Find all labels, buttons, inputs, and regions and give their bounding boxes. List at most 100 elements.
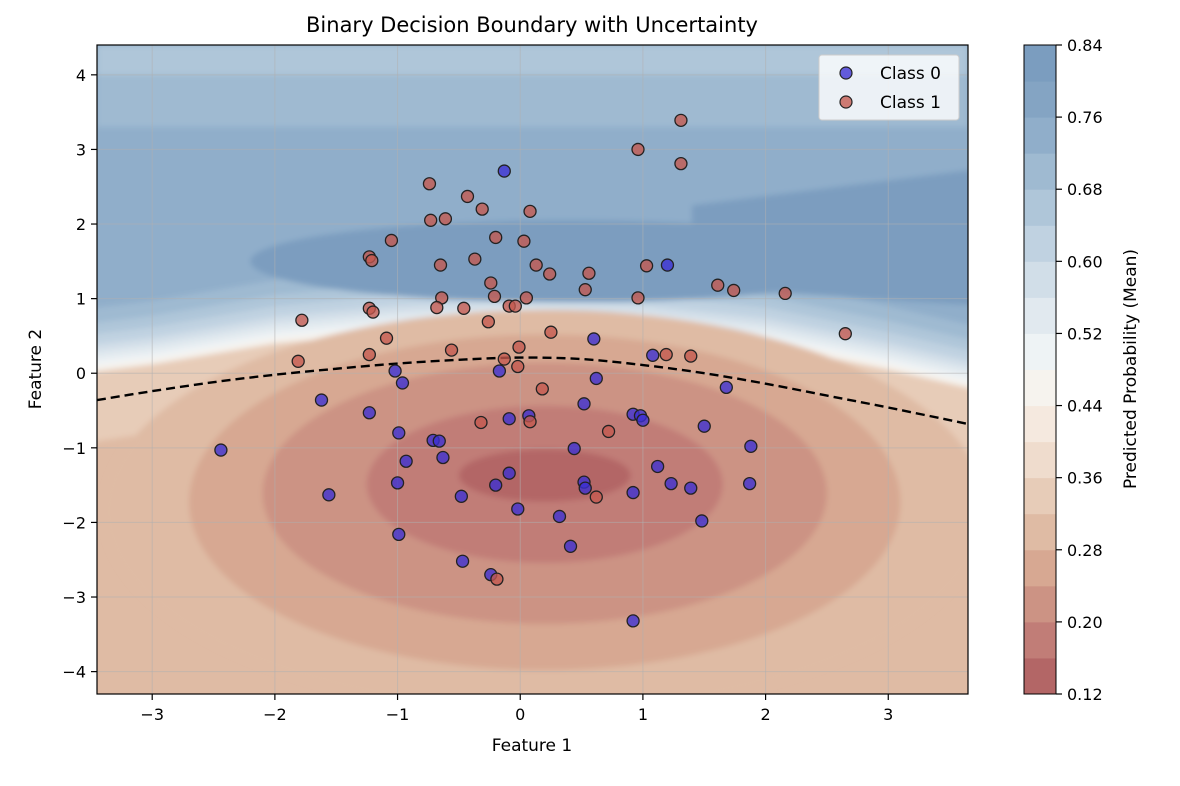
colorbar-bands [1024, 45, 1056, 695]
class-0-point [388, 364, 402, 378]
x-tick-label: −1 [386, 705, 410, 724]
colorbar-band [1024, 45, 1056, 82]
class-1-point [430, 300, 444, 315]
class-0-point [492, 364, 507, 378]
colorbar-band [1024, 405, 1056, 443]
class-0-point [511, 502, 525, 516]
colorbar-band [1024, 513, 1056, 551]
colorbar-tick-label: 0.44 [1067, 397, 1103, 416]
class-1-point [543, 267, 557, 281]
colorbar: 0.12 0.20 0.28 0.36 0.44 0.52 0.60 0.68 0.76 0.84… [1023, 36, 1141, 704]
class-0-point [660, 258, 675, 272]
colorbar-band [1024, 81, 1056, 118]
class-0-point [214, 443, 228, 457]
colorbar-ticks: 0.12 0.20 0.28 0.36 0.44 0.52 0.60 0.68 0.76 0.84 [1056, 36, 1103, 704]
class-1-point [438, 212, 453, 226]
class-0-point [646, 348, 660, 362]
y-tick-label: 3 [76, 140, 86, 159]
class-0-point [589, 371, 603, 386]
class-0-point [684, 481, 698, 495]
class-1-point [295, 313, 309, 327]
class-1-point [631, 142, 645, 157]
class-1-point [422, 177, 437, 191]
class-1-point [535, 382, 549, 396]
class-0-point [502, 412, 516, 426]
class-1-point [475, 202, 489, 216]
class-0-point [489, 478, 503, 492]
class-1-point [362, 347, 376, 362]
class-1-point [523, 415, 537, 429]
class-0-point [695, 514, 709, 528]
class-0-point [436, 450, 450, 465]
class-1-point [711, 278, 725, 292]
class-1-point [578, 283, 592, 297]
class-1-point [444, 343, 459, 357]
class-1-point [523, 204, 537, 219]
x-tick-label: −2 [263, 705, 287, 724]
class-0-point [432, 434, 446, 448]
class-0-point [455, 554, 470, 568]
colorbar-tick-label: 0.76 [1067, 108, 1103, 127]
colorbar-band [1024, 369, 1056, 407]
class-1-point [529, 258, 543, 272]
class-1-point [582, 266, 596, 280]
legend-label-class-0: Class 0 [880, 64, 941, 84]
class-1-point [519, 291, 534, 305]
class-0-point [664, 476, 678, 491]
colorbar-band [1024, 297, 1056, 334]
class-1-point [511, 359, 525, 374]
colorbar-tick-label: 0.52 [1067, 324, 1103, 343]
class-0-point [626, 614, 640, 628]
y-axis: −4 −3 −2 −1 0 1 2 3 4 [62, 66, 97, 682]
colorbar-band [1024, 189, 1056, 226]
y-axis-label: Feature 2 [26, 329, 46, 409]
class-1-point [517, 234, 531, 248]
y-tick-label: −2 [62, 513, 86, 532]
class-0-point [626, 485, 640, 500]
class-1-point [366, 305, 380, 319]
class-0-point [392, 527, 406, 542]
colorbar-tick-label: 0.28 [1067, 541, 1103, 560]
class-1-point [433, 258, 448, 272]
colorbar-tick-label: 0.60 [1067, 252, 1103, 271]
legend-marker-class-1 [839, 95, 853, 109]
legend-label-class-1: Class 1 [880, 93, 941, 113]
y-tick-label: −3 [62, 588, 86, 607]
class-0-point [392, 426, 406, 440]
class-1-point [474, 415, 488, 430]
y-tick-label: 4 [76, 66, 86, 85]
class-1-point [460, 189, 475, 204]
class-0-point [362, 406, 376, 420]
class-0-point [563, 539, 578, 553]
colorbar-band [1024, 549, 1056, 587]
class-1-point [384, 233, 399, 248]
class-0-point [577, 397, 591, 411]
colorbar-band [1024, 657, 1056, 695]
class-0-point [314, 393, 329, 407]
colorbar-band [1024, 333, 1056, 370]
class-0-point [497, 164, 511, 178]
class-0-point [567, 441, 581, 456]
class-1-point [674, 113, 688, 127]
colorbar-band [1024, 441, 1056, 479]
class-1-point [589, 490, 603, 504]
class-1-point [291, 354, 305, 368]
class-0-point [454, 489, 468, 503]
legend-marker-class-0 [839, 66, 853, 80]
class-1-point [508, 299, 522, 313]
colorbar-band [1024, 621, 1056, 659]
class-1-point [601, 424, 616, 439]
colorbar-tick-label: 0.20 [1067, 613, 1103, 632]
class-1-point [838, 327, 852, 341]
colorbar-band [1024, 261, 1056, 298]
colorbar-band [1024, 477, 1056, 515]
legend: Class 0 Class 1 [818, 54, 960, 121]
scatter-points [214, 113, 852, 628]
class-1-point [674, 156, 688, 171]
x-tick-label: 3 [883, 705, 893, 724]
x-axis-label: Feature 1 [492, 736, 572, 756]
class-0-point [636, 413, 650, 427]
class-1-point [379, 331, 394, 345]
